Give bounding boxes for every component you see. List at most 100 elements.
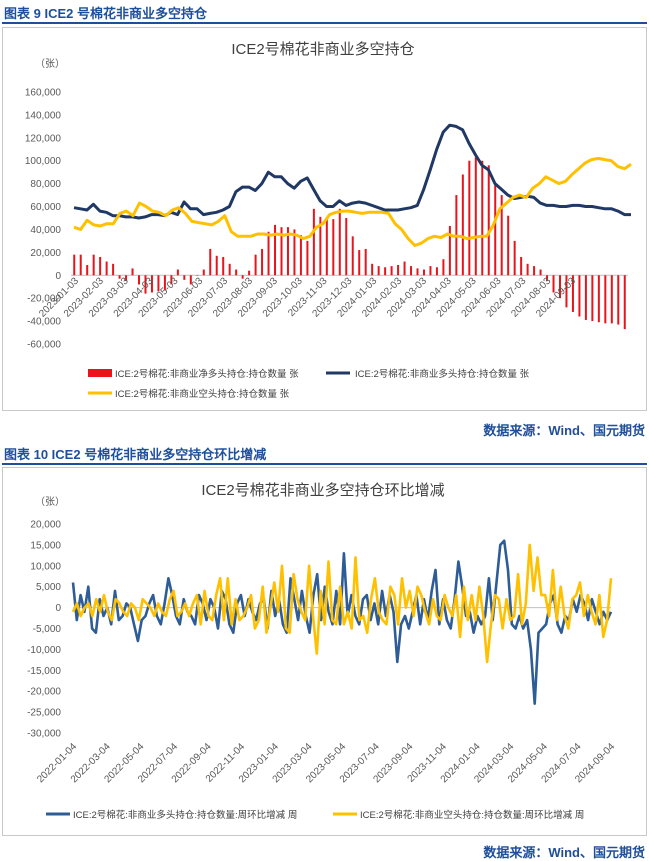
net-long-bar bbox=[461, 174, 464, 276]
net-long-bar bbox=[533, 266, 536, 276]
net-long-bar bbox=[274, 224, 277, 276]
net-long-bar bbox=[403, 261, 406, 276]
net-long-bar bbox=[416, 268, 419, 276]
net-long-bar bbox=[481, 160, 484, 276]
y-tick-label: 40,000 bbox=[30, 225, 61, 236]
net-long-bar bbox=[163, 275, 166, 291]
net-long-bar bbox=[610, 275, 613, 324]
net-long-bar bbox=[176, 269, 179, 276]
net-long-bar bbox=[293, 229, 296, 276]
net-long-bar bbox=[520, 256, 523, 276]
net-long-bar bbox=[351, 236, 354, 276]
net-long-bar bbox=[299, 235, 302, 276]
net-long-bar bbox=[248, 270, 251, 276]
net-long-bar bbox=[170, 275, 173, 285]
net-long-bar bbox=[209, 248, 212, 276]
net-long-bar bbox=[591, 275, 594, 322]
y-tick-label: -40,000 bbox=[27, 317, 61, 328]
y-tick-label: 80,000 bbox=[30, 179, 61, 190]
net-long-bar bbox=[254, 254, 257, 276]
net-long-bar bbox=[131, 268, 134, 276]
net-long-bar bbox=[584, 275, 587, 320]
net-long-bar bbox=[241, 275, 244, 279]
legend-net-long-swatch bbox=[88, 369, 112, 377]
net-long-bar bbox=[435, 267, 438, 276]
figure-9-source: 数据来源：Wind、国元期货 bbox=[483, 423, 645, 438]
figure-9-caption: 图表 9 ICE2 号棉花非商业多空持仓 bbox=[4, 6, 207, 21]
figure-10-caption: 图表 10 ICE2 号棉花非商业多空持仓环比增减 bbox=[4, 447, 267, 462]
y-axis-unit: （张） bbox=[35, 58, 65, 70]
figure-10-caption-rule bbox=[2, 463, 647, 465]
y-tick-label: -10,000 bbox=[27, 645, 61, 656]
net-long-bar bbox=[73, 254, 76, 276]
net-long-bar bbox=[371, 263, 374, 276]
net-long-bar bbox=[597, 275, 600, 323]
figure-10-source: 数据来源：Wind、国元期货 bbox=[483, 845, 645, 860]
y-tick-label: 15,000 bbox=[30, 540, 61, 551]
figure-10-chart: ICE2号棉花非商业多空持仓环比增减 （张） -30,000 -25,000 -20,0… bbox=[27, 482, 617, 821]
net-long-bar bbox=[345, 218, 348, 276]
legend-long-label: ICE:2号棉花:非商业多头持仓:持仓数量 张 bbox=[355, 368, 530, 380]
net-long-bar bbox=[261, 248, 264, 276]
net-long-bar bbox=[125, 275, 128, 281]
y-tick-label: 100,000 bbox=[25, 156, 62, 167]
net-long-bar bbox=[79, 254, 82, 276]
net-long-bar bbox=[474, 157, 477, 276]
y-tick-label: 20,000 bbox=[30, 520, 61, 531]
net-long-bar bbox=[377, 266, 380, 276]
net-long-bar bbox=[338, 208, 341, 276]
net-long-bar bbox=[565, 275, 568, 308]
chart-title: ICE2号棉花非商业多空持仓环比增减 bbox=[201, 482, 444, 499]
net-long-bar bbox=[222, 256, 225, 276]
y-tick-label: -20,000 bbox=[27, 687, 61, 698]
y-tick-label: 120,000 bbox=[25, 133, 62, 144]
net-long-bar bbox=[280, 227, 283, 276]
net-long-bar bbox=[397, 264, 400, 276]
chart-title: ICE2号棉花非商业多空持仓 bbox=[231, 41, 414, 58]
y-tick-label: 140,000 bbox=[25, 110, 62, 121]
y-tick-label: 5,000 bbox=[36, 582, 61, 593]
y-tick-label: -25,000 bbox=[27, 708, 61, 719]
net-long-bar bbox=[448, 226, 451, 276]
legend-net-long-label: ICE:2号棉花:非商业净多头持仓:持仓数量 张 bbox=[115, 368, 299, 380]
net-long-bar bbox=[144, 275, 147, 294]
net-long-bar bbox=[235, 269, 238, 276]
net-long-bar bbox=[604, 275, 607, 324]
net-long-bar bbox=[546, 275, 549, 281]
legend-long-change-label: ICE:2号棉花:非商业多头持仓:持仓数量:周环比增减 周 bbox=[73, 809, 297, 821]
net-long-bar bbox=[286, 227, 289, 276]
net-long-bar bbox=[228, 263, 231, 276]
net-long-bar bbox=[558, 275, 561, 299]
net-long-bar bbox=[105, 261, 108, 276]
net-long-bar bbox=[325, 218, 328, 276]
net-long-bar bbox=[92, 254, 95, 276]
y-tick-label: 10,000 bbox=[30, 561, 61, 572]
net-long-bar bbox=[422, 269, 425, 276]
net-long-bar bbox=[202, 269, 205, 276]
net-long-bar bbox=[138, 275, 141, 285]
long-position-line bbox=[73, 123, 631, 220]
net-long-bar bbox=[215, 255, 218, 276]
y-tick-label: 0 bbox=[55, 603, 61, 614]
net-long-bar bbox=[390, 266, 393, 276]
y-tick-label: 0 bbox=[55, 271, 61, 282]
short-position-line bbox=[73, 156, 632, 247]
net-long-bar bbox=[513, 240, 516, 276]
net-long-bar bbox=[306, 240, 309, 276]
net-long-bar bbox=[526, 263, 529, 276]
net-long-bar bbox=[500, 195, 503, 276]
net-long-bar bbox=[196, 275, 199, 276]
net-long-bar bbox=[118, 275, 121, 279]
figure-9-caption-rule bbox=[2, 22, 647, 24]
net-long-bar bbox=[578, 275, 581, 317]
y-tick-label: -15,000 bbox=[27, 666, 61, 677]
y-tick-label: 20,000 bbox=[30, 248, 61, 259]
net-long-bar bbox=[319, 216, 322, 276]
net-long-bar bbox=[86, 264, 89, 276]
net-long-bar bbox=[442, 259, 445, 276]
y-tick-label: -20,000 bbox=[27, 294, 61, 305]
net-long-bar bbox=[571, 275, 574, 312]
net-long-bar bbox=[507, 215, 510, 276]
net-long-bar bbox=[487, 165, 490, 276]
net-long-bar bbox=[539, 269, 542, 276]
